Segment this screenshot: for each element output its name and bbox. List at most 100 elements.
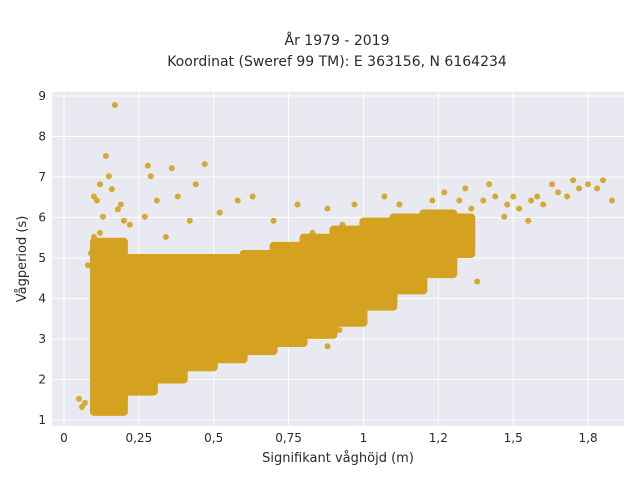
data-point — [174, 193, 181, 200]
data-point — [93, 408, 100, 415]
data-point — [147, 173, 154, 180]
data-point — [240, 347, 247, 354]
y-axis-label: Vågperiod (s) — [15, 216, 30, 303]
data-point — [600, 177, 607, 184]
data-point — [144, 162, 151, 169]
y-tick-label: 5 — [38, 251, 46, 265]
data-point — [390, 266, 397, 273]
y-tick-label: 8 — [38, 130, 46, 144]
data-point — [150, 371, 157, 378]
data-point — [165, 367, 172, 374]
data-point — [528, 197, 535, 204]
data-point — [276, 323, 283, 330]
data-point — [375, 274, 382, 281]
data-point — [108, 391, 115, 398]
data-point — [447, 250, 454, 257]
data-point — [96, 229, 103, 236]
data-point — [228, 314, 235, 321]
data-point — [90, 233, 97, 240]
data-point — [102, 286, 109, 293]
data-point — [270, 217, 277, 224]
data-point — [438, 221, 445, 228]
data-point — [141, 213, 148, 220]
data-point — [585, 181, 592, 188]
data-point — [219, 339, 226, 346]
x-axis-ticks: 0 0,25 0,5 0,75 1 1,2 1,5 1,8 — [60, 431, 597, 445]
data-point — [180, 363, 187, 370]
data-point — [576, 185, 583, 192]
data-point — [423, 254, 430, 261]
data-point — [609, 197, 616, 204]
data-point — [171, 351, 178, 358]
data-point — [282, 318, 289, 325]
data-point — [78, 403, 85, 410]
data-point — [516, 205, 523, 212]
data-point — [87, 250, 94, 257]
x-tick-label: 1,8 — [579, 431, 598, 445]
data-point — [366, 221, 373, 228]
data-point — [249, 193, 256, 200]
data-point — [168, 165, 175, 172]
data-point — [255, 323, 262, 330]
data-point — [339, 221, 346, 228]
data-point — [474, 278, 481, 285]
x-axis-label: Signifikant våghöjd (m) — [262, 451, 414, 466]
y-tick-label: 4 — [38, 291, 46, 305]
data-point — [186, 217, 193, 224]
data-point — [234, 197, 241, 204]
y-tick-label: 3 — [38, 332, 46, 346]
x-tick-label: 1 — [360, 431, 368, 445]
data-point — [246, 331, 253, 338]
data-point — [123, 379, 130, 386]
data-point — [549, 181, 556, 188]
data-point — [525, 217, 532, 224]
data-point — [504, 201, 511, 208]
data-point — [108, 186, 115, 193]
x-tick-label: 0 — [60, 431, 68, 445]
data-point — [132, 266, 139, 273]
data-point — [114, 383, 121, 390]
data-point — [501, 213, 508, 220]
data-point — [153, 197, 160, 204]
data-point — [441, 189, 448, 196]
data-point — [555, 189, 562, 196]
data-point — [243, 306, 250, 313]
data-point — [135, 371, 142, 378]
y-tick-label: 9 — [38, 89, 46, 103]
chart-title-line-1: År 1979 - 2019 — [285, 32, 390, 49]
data-point — [480, 197, 487, 204]
data-point — [126, 221, 133, 228]
x-tick-label: 0,25 — [125, 431, 152, 445]
data-point — [336, 327, 343, 334]
y-tick-label: 1 — [38, 413, 46, 427]
data-point — [324, 343, 331, 350]
data-point — [105, 173, 112, 180]
data-point — [381, 193, 388, 200]
data-point — [198, 347, 205, 354]
data-point — [330, 294, 337, 301]
data-point — [564, 193, 571, 200]
data-point — [291, 302, 298, 309]
data-point — [270, 331, 277, 338]
data-point — [462, 185, 469, 192]
data-point — [486, 181, 493, 188]
data-point — [300, 314, 307, 321]
data-point — [99, 213, 106, 220]
data-point — [210, 355, 217, 362]
data-point — [396, 201, 403, 208]
y-tick-label: 7 — [38, 170, 46, 184]
data-point — [510, 193, 517, 200]
y-tick-label: 2 — [38, 372, 46, 386]
data-point — [351, 201, 358, 208]
data-point — [405, 262, 412, 269]
data-point — [348, 282, 355, 289]
data-point — [594, 185, 601, 192]
x-tick-label: 0,75 — [275, 431, 302, 445]
data-point — [264, 327, 271, 334]
data-point — [324, 205, 331, 212]
data-point — [177, 355, 184, 362]
data-point — [540, 201, 547, 208]
data-point — [492, 193, 499, 200]
data-point — [225, 351, 232, 358]
